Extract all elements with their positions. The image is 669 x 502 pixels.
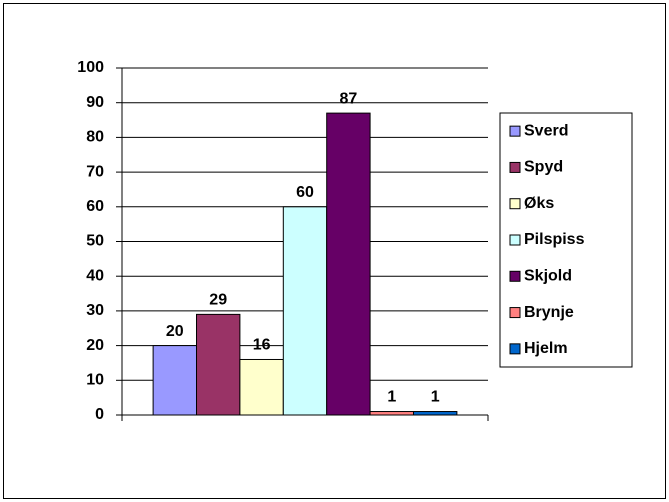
legend-label: Øks [524, 195, 554, 212]
y-tick-label: 80 [86, 129, 104, 146]
legend-box [499, 112, 633, 368]
data-label: 1 [387, 389, 396, 406]
legend-swatch [509, 343, 521, 355]
bar [412, 411, 458, 416]
y-tick-label: 0 [95, 406, 104, 423]
legend-label: Pilspiss [524, 231, 585, 248]
data-label: 29 [209, 292, 227, 309]
y-tick-label: 20 [86, 337, 104, 354]
bar [239, 358, 284, 416]
y-tick-label: 100 [77, 59, 104, 76]
legend-label: Brynje [524, 304, 574, 321]
data-label: 60 [296, 184, 314, 201]
bar [196, 313, 241, 416]
legend-swatch [509, 270, 521, 282]
data-label: 20 [166, 323, 184, 340]
y-tick-label: 70 [86, 163, 104, 180]
data-label: 1 [431, 389, 440, 406]
bar [152, 345, 198, 416]
y-tick-label: 10 [86, 372, 104, 389]
y-tick-label: 60 [86, 198, 104, 215]
legend-swatch [509, 125, 521, 137]
data-label: 16 [253, 337, 271, 354]
legend-swatch [509, 161, 521, 173]
legend-label: Skjold [524, 268, 572, 285]
legend-label: Sverd [524, 122, 568, 139]
bar [326, 112, 371, 416]
data-label: 87 [339, 90, 357, 107]
legend-label: Hjelm [524, 340, 568, 357]
y-tick-label: 50 [86, 233, 104, 250]
legend-swatch [509, 198, 521, 210]
bar [282, 206, 328, 416]
y-tick-label: 30 [86, 302, 104, 319]
y-tick-label: 40 [86, 267, 104, 284]
legend-swatch [509, 234, 521, 246]
bar [369, 411, 414, 416]
y-tick-label: 90 [86, 94, 104, 111]
legend-label: Spyd [524, 159, 563, 176]
legend-swatch [509, 307, 521, 319]
